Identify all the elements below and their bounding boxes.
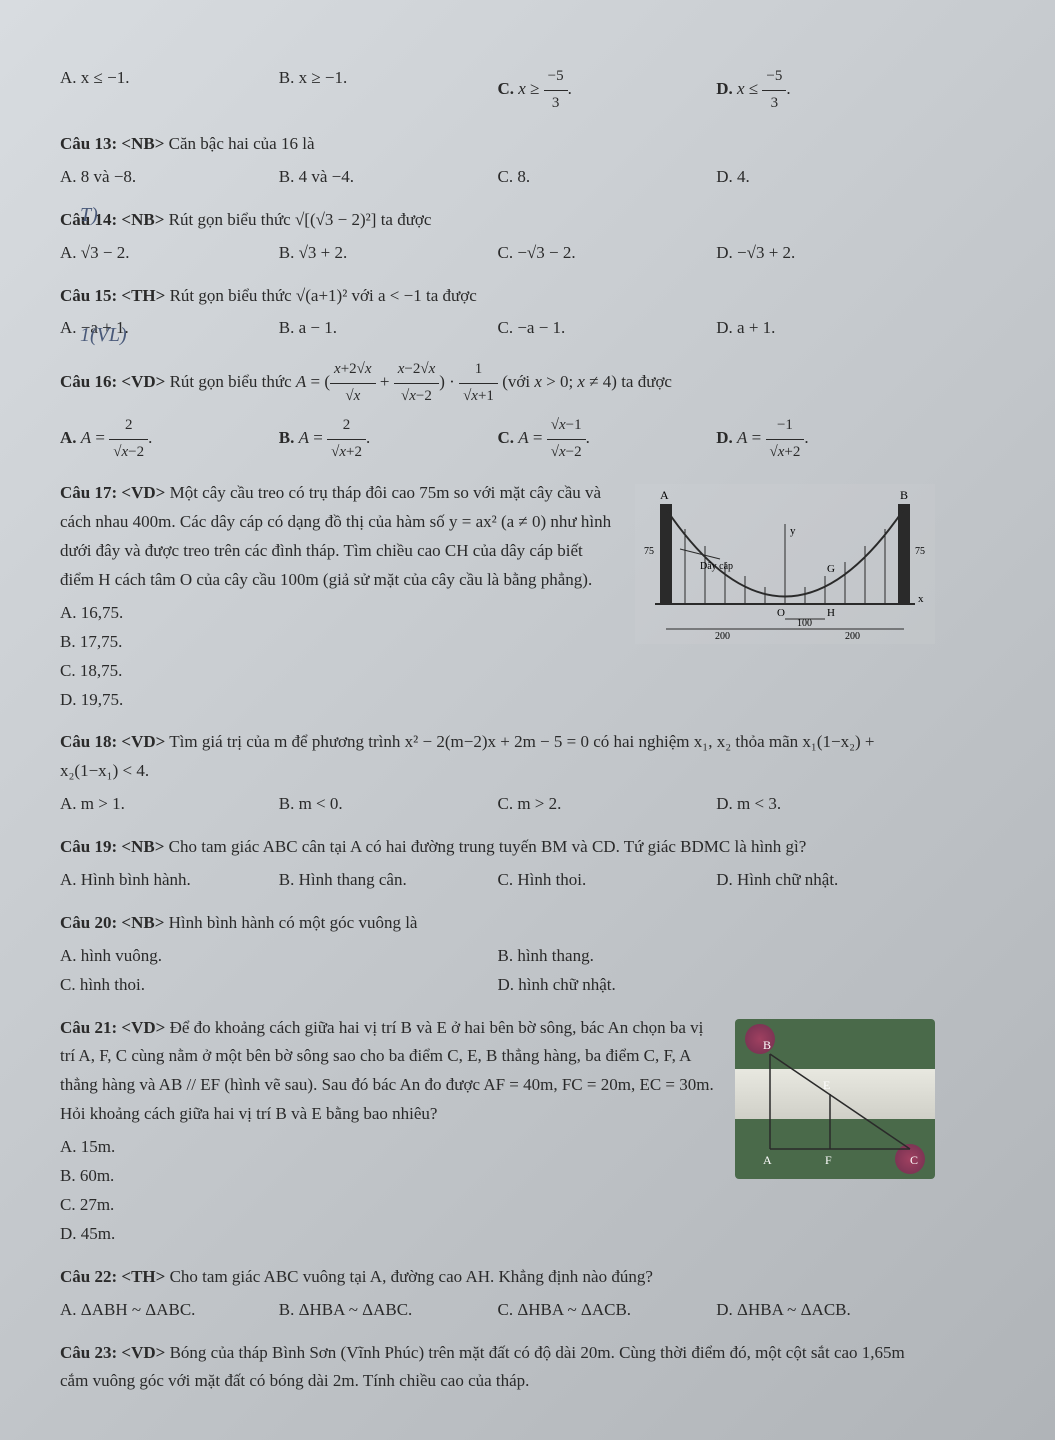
q22-a: A. ΔABH ~ ΔABC. (60, 1296, 279, 1325)
question-16: Câu 16: <VD> Rút gọn biểu thức A = (x+2√… (60, 357, 935, 465)
q18-label: Câu 18: <VD> (60, 732, 165, 751)
q19-text: Cho tam giác ABC cân tại A có hai đường … (169, 837, 807, 856)
svg-text:G: G (827, 563, 835, 575)
question-23: Câu 23: <VD> Bóng của tháp Bình Sơn (Vĩn… (60, 1339, 935, 1397)
svg-text:x: x (918, 593, 924, 605)
river-diagram: B E A F C (735, 1019, 935, 1179)
q13-a: A. 8 và −8. (60, 163, 279, 192)
svg-text:200: 200 (845, 631, 860, 642)
q16-b: B. A = 2√x+2. (279, 413, 498, 465)
q13-d: D. 4. (716, 163, 935, 192)
margin-note-2: 1(VL) (80, 324, 127, 347)
bridge-diagram: y x A B O G H Dây cáp 100 200 200 75 75 (635, 484, 935, 644)
q22-text: Cho tam giác ABC vuông tại A, đường cao … (170, 1267, 653, 1286)
q20-text: Hình bình hành có một góc vuông là (169, 913, 418, 932)
q14-a: A. √3 − 2. (60, 239, 279, 268)
q17-a: A. 16,75. (60, 599, 620, 628)
q16-d: D. A = −1√x+2. (716, 413, 935, 465)
q13-label: Câu 13: <NB> (60, 134, 164, 153)
svg-text:100: 100 (797, 618, 812, 629)
opt-c: C. x ≥ −53. (498, 64, 717, 116)
q14-c: C. −√3 − 2. (498, 239, 717, 268)
question-19: Câu 19: <NB> Cho tam giác ABC cân tại A … (60, 833, 935, 895)
question-18: Câu 18: <VD> Tìm giá trị của m để phương… (60, 728, 935, 819)
svg-text:y: y (790, 525, 796, 537)
svg-text:H: H (827, 607, 835, 619)
svg-text:75: 75 (644, 546, 654, 557)
q18-text: Tìm giá trị của m để phương trình x² − 2… (60, 732, 875, 780)
q17-b: B. 17,75. (60, 628, 620, 657)
q16-c: C. A = √x−1√x−2. (498, 413, 717, 465)
margin-note-1: T) (80, 204, 98, 227)
opt-b: B. x ≥ −1. (279, 64, 498, 116)
q19-b: B. Hình thang cân. (279, 866, 498, 895)
question-21: B E A F C Câu 21: <VD> Để đo khoảng cách… (60, 1014, 935, 1249)
q20-d: D. hình chữ nhật. (498, 971, 936, 1000)
svg-text:O: O (777, 607, 785, 619)
question-17: y x A B O G H Dây cáp 100 200 200 75 75 (60, 479, 935, 714)
q21-label: Câu 21: <VD> (60, 1018, 165, 1037)
q17-d: D. 19,75. (60, 686, 620, 715)
q17-c: C. 18,75. (60, 657, 620, 686)
svg-text:E: E (823, 1078, 830, 1092)
svg-text:B: B (763, 1038, 771, 1052)
svg-text:A: A (763, 1153, 772, 1167)
question-13: Câu 13: <NB> Căn bậc hai của 16 là A. 8 … (60, 130, 935, 192)
q22-c: C. ΔHBA ~ ΔACB. (498, 1296, 717, 1325)
q14-b: B. √3 + 2. (279, 239, 498, 268)
svg-text:C: C (910, 1153, 918, 1167)
q19-c: C. Hình thoi. (498, 866, 717, 895)
q23-label: Câu 23: <VD> (60, 1343, 165, 1362)
q18-b: B. m < 0. (279, 790, 498, 819)
q22-b: B. ΔHBA ~ ΔABC. (279, 1296, 498, 1325)
opt-a: A. x ≤ −1. (60, 64, 279, 116)
svg-text:F: F (825, 1153, 832, 1167)
q16-label: Câu 16: <VD> (60, 372, 165, 391)
q19-d: D. Hình chữ nhật. (716, 866, 935, 895)
q16-a: A. A = 2√x−2. (60, 413, 279, 465)
svg-text:A: A (660, 488, 669, 502)
question-20: Câu 20: <NB> Hình bình hành có một góc v… (60, 909, 935, 1000)
question-22: Câu 22: <TH> Cho tam giác ABC vuông tại … (60, 1263, 935, 1325)
q23-text: Bóng của tháp Bình Sơn (Vĩnh Phúc) trên … (60, 1343, 905, 1391)
q20-label: Câu 20: <NB> (60, 913, 164, 932)
q14-text: Rút gọn biểu thức √[(√3 − 2)²] ta được (169, 210, 432, 229)
q15-label: Câu 15: <TH> (60, 286, 165, 305)
q15-c: C. −a − 1. (498, 314, 717, 343)
q13-b: B. 4 và −4. (279, 163, 498, 192)
q18-d: D. m < 3. (716, 790, 935, 819)
q20-c: C. hình thoi. (60, 971, 498, 1000)
q14-d: D. −√3 + 2. (716, 239, 935, 268)
q22-label: Câu 22: <TH> (60, 1267, 165, 1286)
q19-label: Câu 19: <NB> (60, 837, 164, 856)
q15-text: Rút gọn biểu thức √(a+1)² với a < −1 ta … (170, 286, 477, 305)
svg-text:Dây cáp: Dây cáp (700, 561, 733, 572)
svg-text:200: 200 (715, 631, 730, 642)
q20-b: B. hình thang. (498, 942, 936, 971)
q21-a: A. 15m. (60, 1133, 580, 1162)
opt-d: D. x ≤ −53. (716, 64, 935, 116)
svg-text:75: 75 (915, 546, 925, 557)
q20-a: A. hình vuông. (60, 942, 498, 971)
q13-text: Căn bậc hai của 16 là (169, 134, 315, 153)
q21-c: C. 27m. (60, 1191, 580, 1220)
question-extra: A. x ≤ −1. B. x ≥ −1. C. x ≥ −53. D. x ≤… (60, 64, 935, 116)
question-14: Câu 14: <NB> Rút gọn biểu thức √[(√3 − 2… (60, 206, 935, 268)
q17-label: Câu 17: <VD> (60, 483, 165, 502)
q18-a: A. m > 1. (60, 790, 279, 819)
q19-a: A. Hình bình hành. (60, 866, 279, 895)
q15-d: D. a + 1. (716, 314, 935, 343)
q13-c: C. 8. (498, 163, 717, 192)
q14-label: Câu 14: <NB> (60, 210, 164, 229)
q18-c: C. m > 2. (498, 790, 717, 819)
question-15: Câu 15: <TH> Rút gọn biểu thức √(a+1)² v… (60, 282, 935, 344)
svg-text:B: B (900, 488, 908, 502)
q22-d: D. ΔHBA ~ ΔACB. (716, 1296, 935, 1325)
q21-d: D. 45m. (60, 1220, 580, 1249)
q21-b: B. 60m. (60, 1162, 580, 1191)
q15-b: B. a − 1. (279, 314, 498, 343)
